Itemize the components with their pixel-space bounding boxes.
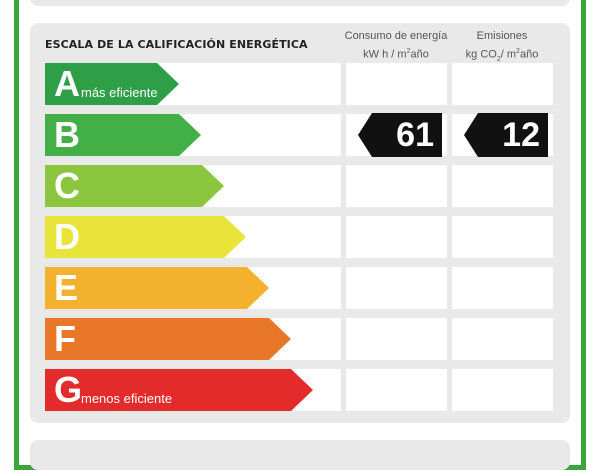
rating-arrow-b: B (45, 114, 201, 156)
emisiones-cell (452, 165, 553, 207)
rating-arrow-d: D (45, 216, 246, 258)
consumo-cell (346, 369, 447, 411)
emisiones-cell (452, 369, 553, 411)
scale-title: ESCALA DE LA CALIFICACIÓN ENERGÉTICA (45, 38, 308, 51)
consumo-unit: kW h / m2año (363, 48, 429, 61)
rating-arrow-c: C (45, 165, 224, 207)
rating-note: más eficiente (81, 85, 158, 100)
emisiones-unit: kg CO2/ m2año (465, 48, 539, 63)
emisiones-cell (452, 267, 553, 309)
rating-arrow-f: F (45, 318, 291, 360)
emisiones-cell (452, 216, 553, 258)
consumo-column-header: Consumo de energía kW h / m2año (336, 29, 456, 63)
consumo-cell (346, 63, 447, 105)
consumo-cell (346, 216, 447, 258)
rating-letter: C (54, 165, 80, 206)
emisiones-label: Emisiones (476, 30, 528, 42)
bottom-panel (30, 440, 570, 470)
emisiones-cell (452, 318, 553, 360)
consumo-value-tag: 61 (358, 113, 442, 157)
rating-letter: G (54, 369, 83, 410)
consumo-cell (346, 318, 447, 360)
rating-letter: A (54, 63, 80, 104)
emisiones-value-tag: 12 (464, 113, 548, 157)
rating-letter: D (54, 216, 80, 257)
rating-note: menos eficiente (81, 391, 173, 406)
consumo-cell (346, 165, 447, 207)
rating-letter: B (54, 114, 80, 155)
consumo-cell (346, 267, 447, 309)
consumo-label: Consumo de energía (344, 30, 448, 42)
emisiones-cell (452, 63, 553, 105)
rating-arrow-e: E (45, 267, 269, 309)
rating-letter: F (54, 318, 76, 359)
rating-letter: E (54, 267, 79, 308)
emisiones-column-header: Emisiones kg CO2/ m2año (442, 29, 562, 67)
top-panel (30, 0, 570, 6)
